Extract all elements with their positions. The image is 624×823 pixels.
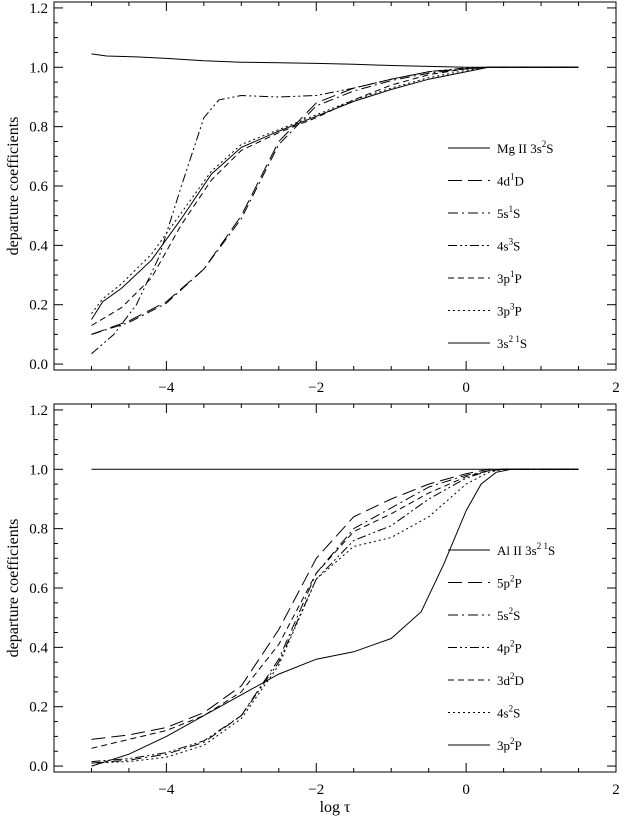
chart-panel-1: 0.0 0.2 0.4 0.6 0.8 1.0 1.2 −4 −2 0 2 departure coe… <box>5 1 620 396</box>
series-line-2 <box>91 468 579 740</box>
legend-label-text: 3p <box>497 271 510 286</box>
x-tick-label: 2 <box>612 782 620 798</box>
legend-label: 4s3S <box>497 237 520 254</box>
series-line-1 <box>91 53 579 68</box>
y-tick-label: 1.2 <box>29 1 48 17</box>
legend-label: 3p2P <box>497 736 522 753</box>
y-tick-label: 0.6 <box>29 179 48 195</box>
legend-label-superscript: 2 1 <box>509 334 520 344</box>
legend-label: Al II 3s2 1S <box>497 541 555 558</box>
legend-label-term: S <box>520 336 527 351</box>
x-tick-label: 2 <box>612 380 620 396</box>
legend-label-text: 5s <box>497 608 509 623</box>
series-line-2 <box>91 66 579 335</box>
legend-label-term: D <box>515 673 524 688</box>
legend-label: 4p2P <box>497 639 522 656</box>
y-tick-label: 0.0 <box>29 357 48 373</box>
legend-label-term: S <box>546 141 553 156</box>
legend-label-term: S <box>513 239 520 254</box>
legend-label: 3d2D <box>497 671 524 688</box>
legend-label-text: 3d <box>497 673 511 688</box>
x-tick-label: 0 <box>462 380 470 396</box>
legend-label: 5s1S <box>497 204 520 221</box>
legend-label: 5s2S <box>497 606 520 623</box>
legend-label: 3p3P <box>497 302 522 319</box>
y-tick-label: 0.2 <box>29 298 48 314</box>
series-line-5 <box>91 468 579 749</box>
x-tick-label: −4 <box>158 380 174 396</box>
series-line-3 <box>91 468 579 764</box>
series-line-6 <box>91 66 579 314</box>
y-axis-title: departure coefficients <box>5 519 22 658</box>
y-tick-label: 1.2 <box>29 403 48 419</box>
legend-label-superscript: 3 <box>509 237 514 247</box>
legend-label-superscript: 1 <box>510 269 515 279</box>
legend-label-text: Mg II 3s <box>497 141 542 156</box>
legend-label-term: P <box>515 738 522 753</box>
y-tick-label: 0.4 <box>29 238 48 254</box>
legend-label: 4s2S <box>497 704 520 721</box>
legend-label-superscript: 2 <box>542 139 547 149</box>
legend-label: 3s2 1S <box>497 334 527 351</box>
x-tick-label: −2 <box>308 782 324 798</box>
legend-label-text: 4s <box>497 706 509 721</box>
legend-label-term: P <box>515 641 522 656</box>
series-line-4 <box>91 66 579 355</box>
legend-label-text: Al II 3s <box>497 543 537 558</box>
x-tick-label: 0 <box>462 782 470 798</box>
y-tick-label: 0.0 <box>29 759 48 775</box>
y-tick-label: 0.6 <box>29 581 48 597</box>
legend-label: Mg II 3s2S <box>497 139 554 156</box>
legend-label-term: P <box>515 304 522 319</box>
series-line-5 <box>91 66 579 326</box>
legend-label-superscript: 1 <box>510 172 515 182</box>
legend-label-text: 3p <box>497 738 510 753</box>
legend-label-term: S <box>513 608 520 623</box>
legend-label-superscript: 2 <box>509 606 514 616</box>
series-line-6 <box>91 468 579 764</box>
legend-label-term: S <box>548 543 555 558</box>
legend-label-term: D <box>515 174 524 189</box>
plot-frame <box>53 403 617 773</box>
legend-label-superscript: 2 <box>510 736 515 746</box>
legend-label-superscript: 1 <box>509 204 514 214</box>
chart-panel-2: 0.0 0.2 0.4 0.6 0.8 1.0 1.2 −4 −2 0 2 departure coe… <box>5 403 620 816</box>
x-axis-title: log τ <box>320 799 351 816</box>
legend-label-term: S <box>513 706 520 721</box>
legend-label-term: P <box>515 271 522 286</box>
legend-label-text: 5s <box>497 206 509 221</box>
legend-label-superscript: 2 <box>509 704 514 714</box>
legend-label-text: 4s <box>497 239 509 254</box>
legend-label-superscript: 2 <box>510 639 515 649</box>
legend-label-superscript: 3 <box>510 302 515 312</box>
legend-label-superscript: 2 <box>510 574 515 584</box>
y-tick-label: 0.2 <box>29 700 48 716</box>
y-tick-label: 0.8 <box>29 120 48 136</box>
y-tick-label: 0.4 <box>29 640 48 656</box>
y-axis-title: departure coefficients <box>5 117 22 256</box>
x-tick-label: −2 <box>308 380 324 396</box>
y-tick-label: 0.8 <box>29 522 48 538</box>
legend-label: 5p2P <box>497 574 522 591</box>
x-tick-label: −4 <box>158 782 174 798</box>
y-tick-label: 1.0 <box>29 60 48 76</box>
legend-label-text: 4p <box>497 641 510 656</box>
series-line-7 <box>91 66 579 320</box>
legend-label-text: 3s <box>497 336 509 351</box>
legend-label: 4d1D <box>497 172 524 189</box>
series-line-7 <box>91 468 579 767</box>
y-tick-label: 1.0 <box>29 462 48 478</box>
legend-label-superscript: 2 <box>510 671 515 681</box>
series-line-3 <box>91 66 579 335</box>
legend-label-text: 3p <box>497 304 510 319</box>
legend-label-text: 5p <box>497 576 510 591</box>
legend-label-text: 4d <box>497 174 511 189</box>
legend-label: 3p1P <box>497 269 522 286</box>
legend-label-term: P <box>515 576 522 591</box>
legend-label-term: S <box>513 206 520 221</box>
legend-label-superscript: 2 1 <box>537 541 548 551</box>
